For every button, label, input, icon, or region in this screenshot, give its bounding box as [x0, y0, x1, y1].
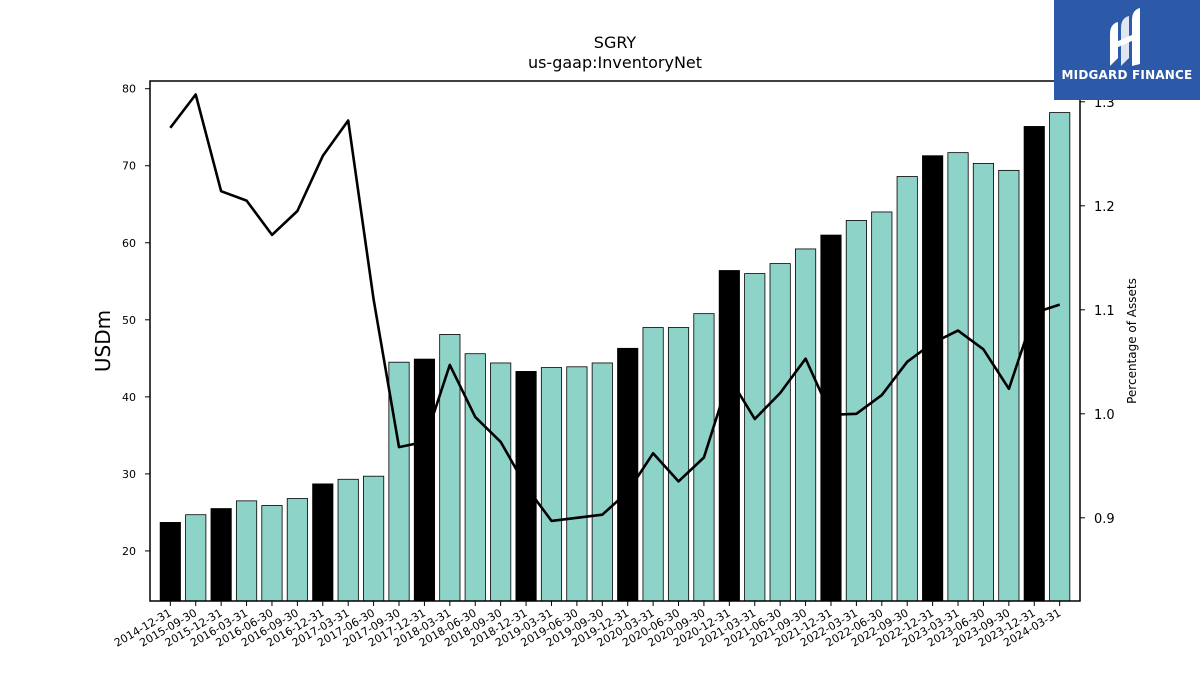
y-tick-label: 20: [122, 545, 136, 558]
bar: [947, 152, 969, 602]
bar: [769, 263, 791, 602]
chart-title: SGRY: [594, 33, 637, 52]
line-series: [169, 93, 1061, 523]
bar: [464, 353, 486, 602]
bar: [744, 273, 766, 602]
bar: [820, 234, 842, 602]
bar: [591, 362, 613, 602]
chart-subtitle: us-gaap:InventoryNet: [528, 53, 702, 72]
axes: [149, 80, 1081, 602]
bar: [845, 220, 867, 602]
bar: [617, 347, 639, 602]
bar: [922, 155, 944, 602]
plot-frame: [149, 80, 1081, 602]
y2-tick-label: 1.0: [1094, 408, 1115, 423]
percentage-line: [169, 93, 1061, 523]
bar: [337, 478, 359, 602]
y-tick-label: 50: [122, 314, 136, 327]
y-tick-label: 60: [122, 237, 136, 250]
bar: [566, 366, 588, 602]
bar: [490, 362, 512, 602]
y2-tick-label: 1.1: [1094, 304, 1115, 319]
bar: [286, 498, 308, 602]
bar: [718, 270, 740, 602]
bar: [871, 211, 893, 602]
bar: [159, 522, 181, 602]
bar: [388, 361, 410, 602]
bar: [540, 367, 563, 602]
brand-logo: MIDGARD FINANCE: [1054, 0, 1200, 100]
y-tick-label: 30: [122, 468, 136, 481]
bar: [1049, 112, 1071, 602]
bar: [312, 483, 334, 602]
bar: [439, 334, 461, 602]
y2-axis-label: Percentage of Assets: [1125, 278, 1139, 404]
y-tick-label: 80: [122, 83, 136, 96]
logo-text: MIDGARD FINANCE: [1061, 68, 1193, 82]
logo-mark-icon: [1110, 8, 1140, 66]
bar: [667, 327, 690, 602]
bar: [972, 163, 995, 602]
y2-tick-label: 1.2: [1094, 200, 1115, 215]
bar: [1023, 126, 1045, 602]
bar: [896, 176, 918, 602]
y2-tick-label: 0.9: [1094, 512, 1115, 527]
bar: [261, 505, 283, 602]
bar: [363, 475, 385, 602]
y-tick-label: 70: [122, 160, 136, 173]
bar-series: [159, 112, 1071, 602]
bar: [185, 514, 207, 602]
y-tick-label: 40: [122, 391, 136, 404]
bar: [210, 508, 232, 602]
bar: [795, 248, 817, 602]
bar: [413, 358, 435, 602]
bar: [235, 500, 258, 602]
y-axis-label: USDm: [91, 310, 115, 372]
